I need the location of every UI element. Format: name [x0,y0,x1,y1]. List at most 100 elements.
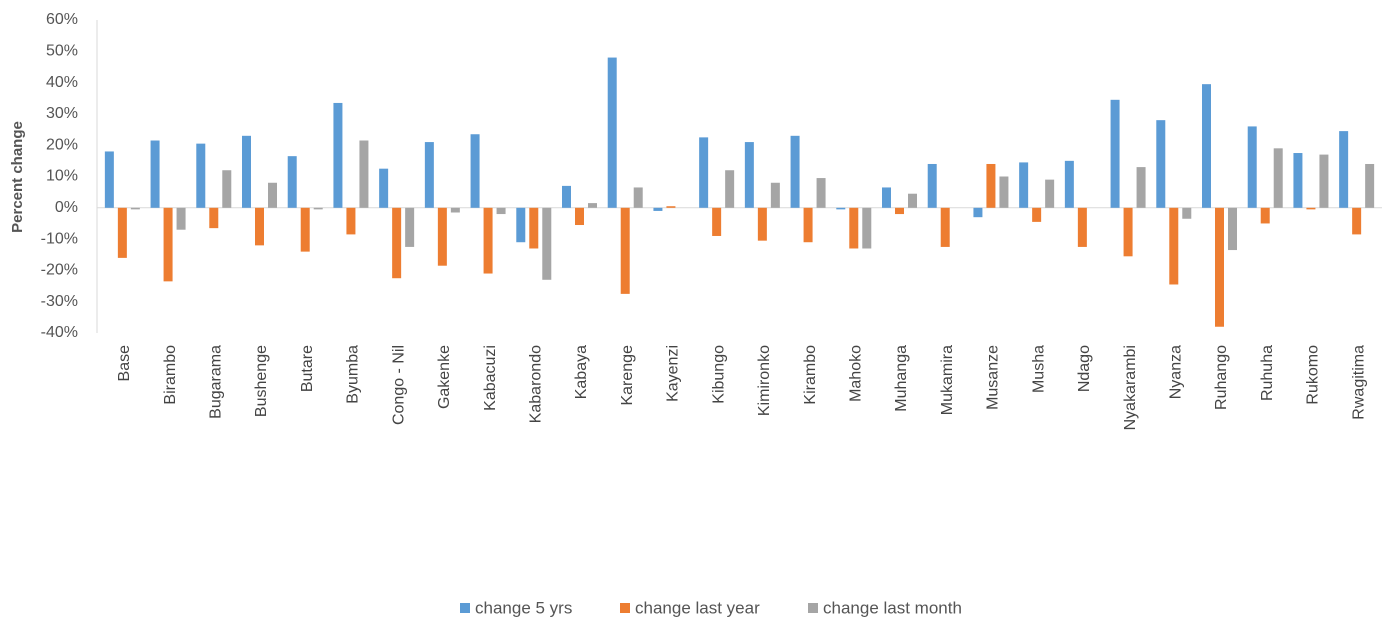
x-tick-label: Nyanza [1168,345,1185,399]
bar [333,102,343,208]
bar [117,207,127,258]
bar [757,207,767,241]
bar [1215,207,1224,327]
bar [666,206,676,208]
x-tick-label: Byumba [345,345,362,404]
bar [1339,131,1349,208]
bar [927,163,937,208]
legend-swatch [808,603,818,613]
bar [313,207,323,210]
x-tick-label: Mukamira [939,345,956,415]
bar [529,207,539,249]
x-tick-label: Ndago [1076,345,1093,392]
bar [895,207,904,215]
bar [725,170,735,208]
bar [1169,207,1179,285]
bar [1273,148,1283,208]
x-tick-label: Base [116,345,133,382]
bar [359,140,369,208]
bar [607,57,617,208]
legend-label: change last month [823,598,962,617]
y-tick-label: 40% [46,74,78,91]
x-tick-label: Kabacuzi [482,345,499,411]
y-tick-label: -20% [41,262,78,279]
y-tick-label: 30% [46,105,78,122]
bar [633,187,643,208]
x-tick-label: Kirambo [802,345,819,405]
bar [1136,167,1146,208]
bar [516,207,526,243]
x-tick-label: Bugarama [208,345,225,419]
y-tick-label: 60% [46,11,78,28]
bar [222,170,232,208]
bar [346,207,356,235]
bar [379,168,389,208]
bar [130,207,140,210]
bar [424,142,434,208]
y-tick-label: 0% [55,199,78,216]
bar [849,207,859,249]
bar [744,142,754,208]
bar [816,178,826,208]
bar [1182,207,1192,219]
x-tick-label: Butare [299,345,316,392]
bar [803,207,813,243]
bar [1077,207,1087,247]
y-tick-label: 20% [46,136,78,153]
bar [405,207,415,247]
bar [150,140,160,208]
legend-label: change 5 yrs [475,598,572,617]
bar [1064,160,1074,208]
bar [882,187,891,208]
y-tick-label: 50% [46,43,78,60]
bar [1306,207,1316,210]
legend-label: change last year [635,598,760,617]
bar [1247,126,1257,208]
bar [1293,153,1303,208]
x-tick-label: Bushenge [253,345,270,417]
bar [268,182,277,208]
bar [575,207,584,226]
bar [450,207,460,213]
bar [712,207,722,236]
y-tick-label: 10% [46,168,78,185]
y-tick-label: -30% [41,293,78,310]
y-tick-label: -10% [41,230,78,247]
bar [392,207,402,279]
bar [209,207,219,229]
bar [973,207,983,218]
bar [104,151,114,208]
x-tick-label: Kibungo [710,345,727,404]
x-tick-label: Musha [1030,345,1047,393]
x-tick-label: Ruhuha [1259,345,1276,401]
x-tick-label: Ruhango [1213,345,1230,410]
x-tick-label: Birambo [162,345,179,405]
bar [255,207,264,246]
bar [653,207,663,211]
x-tick-label: Congo - Nil [390,345,407,425]
bar [908,193,917,208]
bar [542,207,552,280]
x-tick-label: Kayenzi [665,345,682,402]
bar [300,207,310,252]
x-tick-label: Musanze [985,345,1002,410]
bar [483,207,493,274]
x-tick-label: Kabarondo [528,345,545,423]
bar [1019,162,1029,208]
bar [1123,207,1133,257]
bar [242,135,251,208]
bar [790,135,800,208]
bar [176,207,186,230]
bar [588,203,597,208]
bar [836,207,846,210]
bar [620,207,630,294]
bar [496,207,506,215]
bar [1365,163,1375,208]
bar [1202,84,1211,208]
x-tick-label: Rwagitima [1350,345,1367,420]
bar [1156,120,1166,208]
legend-swatch [620,603,630,613]
bar [196,143,206,208]
bar [1045,179,1055,208]
bar [287,156,297,208]
